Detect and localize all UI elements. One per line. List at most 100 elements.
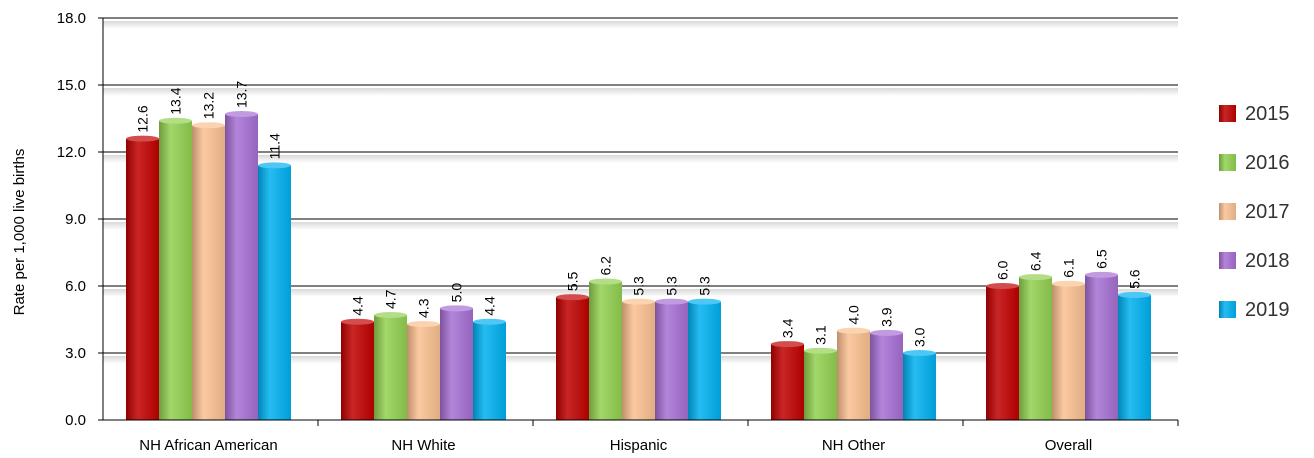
- bar-2019: [903, 353, 936, 420]
- legend-label-2017: 2017: [1245, 201, 1290, 223]
- legend-swatch-2018: [1219, 252, 1236, 269]
- x-category-label: Overall: [1045, 437, 1093, 454]
- bar-top: [589, 278, 622, 285]
- data-label: 4.7: [383, 289, 399, 309]
- bar-2018: [870, 332, 903, 420]
- gridline-shadow: [103, 222, 1178, 230]
- bar-top: [473, 318, 506, 325]
- bars: [126, 111, 1151, 421]
- bar-2016: [374, 315, 407, 420]
- legend-swatch-2017: [1219, 203, 1236, 220]
- bar-2017: [1052, 283, 1085, 420]
- data-label: 5.6: [1127, 269, 1143, 289]
- gridline-shadow: [103, 88, 1178, 96]
- bar-2019: [473, 321, 506, 420]
- bar-2018: [1085, 274, 1118, 420]
- data-label: 5.5: [565, 271, 581, 291]
- bar-top: [622, 298, 655, 305]
- bar-top: [159, 117, 192, 124]
- bar-2017: [622, 301, 655, 420]
- bar-top: [771, 341, 804, 348]
- bar-top: [374, 312, 407, 319]
- gridline-shadow: [103, 155, 1178, 163]
- legend: 2015 2016 2017 2018 2019: [1219, 103, 1290, 321]
- bar-2018: [655, 301, 688, 420]
- gridline-shadow: [103, 289, 1178, 297]
- bar-2015: [126, 138, 159, 420]
- bar-top: [258, 162, 291, 169]
- bar-top: [903, 350, 936, 356]
- bar-top: [986, 283, 1019, 289]
- data-label: 6.2: [598, 256, 614, 276]
- bar-2019: [258, 165, 291, 420]
- bar-2019: [688, 301, 721, 420]
- y-tick-label: 9.0: [65, 211, 86, 228]
- data-label: 5.3: [664, 276, 680, 296]
- bar-top: [1052, 280, 1085, 287]
- y-tick-label: 0.0: [65, 412, 86, 429]
- data-label: 6.5: [1094, 249, 1110, 269]
- bar-2016: [589, 281, 622, 420]
- bar-2018: [440, 308, 473, 420]
- bar-2018: [225, 114, 258, 421]
- bar-2017: [407, 323, 440, 420]
- bar-top: [556, 294, 589, 301]
- data-label: 4.4: [482, 296, 498, 316]
- data-label: 3.9: [879, 307, 895, 327]
- bar-top: [870, 329, 903, 336]
- data-label: 5.3: [697, 276, 713, 296]
- legend-swatch-2019: [1219, 301, 1236, 318]
- data-label: 3.1: [813, 325, 829, 345]
- y-tick-label: 3.0: [65, 345, 86, 362]
- bar-top: [1085, 271, 1118, 278]
- bar-2019: [1118, 294, 1151, 420]
- bar-top: [407, 320, 440, 327]
- bar-2015: [771, 344, 804, 420]
- bar-2015: [341, 321, 374, 420]
- data-label: 6.4: [1028, 251, 1044, 271]
- bar-top: [225, 111, 258, 118]
- bar-2016: [159, 120, 192, 420]
- axes: 0.0 3.0 6.0 9.0 12.0 15.0 18.0 NH African Ameri…: [57, 10, 1179, 454]
- x-category-label: NH Other: [822, 437, 885, 454]
- data-label: 4.3: [416, 298, 432, 318]
- bar-2016: [804, 350, 837, 420]
- data-label: 6.0: [995, 260, 1011, 280]
- data-label: 3.4: [780, 318, 796, 338]
- legend-swatch-2015: [1219, 105, 1236, 122]
- bar-top: [192, 122, 225, 129]
- x-category-label: NH African American: [139, 437, 277, 454]
- bar-2015: [556, 297, 589, 420]
- bar-top: [1019, 274, 1052, 281]
- x-category-label: NH White: [391, 437, 455, 454]
- y-axis-label: Rate per 1,000 live births: [11, 149, 28, 316]
- bar-top: [837, 327, 870, 334]
- legend-label-2015: 2015: [1245, 103, 1290, 125]
- bar-top: [341, 318, 374, 325]
- data-labels: 12.6 13.4 13.2 13.7 11.4 4.4 4.7 4.3 5.0 4.4 5.5 6.…: [135, 81, 1143, 347]
- data-label: 13.7: [234, 81, 250, 108]
- data-label: 4.4: [350, 296, 366, 316]
- bar-top: [126, 135, 159, 142]
- gridline-shadow: [103, 21, 1178, 29]
- y-tick-label: 6.0: [65, 278, 86, 295]
- data-label: 5.0: [449, 283, 465, 303]
- bar-2015: [986, 286, 1019, 420]
- bar-top: [688, 298, 721, 305]
- data-label: 5.3: [631, 276, 647, 296]
- bar-2016: [1019, 277, 1052, 420]
- bar-2017: [837, 330, 870, 420]
- data-label: 12.6: [135, 105, 151, 132]
- data-label: 3.0: [912, 327, 928, 347]
- data-label: 13.2: [201, 92, 217, 119]
- bar-top: [440, 305, 473, 312]
- bar-top: [804, 347, 837, 354]
- data-label: 6.1: [1061, 258, 1077, 278]
- bar-top: [1118, 291, 1151, 298]
- legend-swatch-2016: [1219, 154, 1236, 171]
- x-category-label: Hispanic: [610, 437, 668, 454]
- bar-top: [655, 298, 688, 305]
- legend-label-2019: 2019: [1245, 299, 1290, 321]
- y-tick-label: 15.0: [57, 77, 86, 94]
- data-label: 13.4: [168, 87, 184, 114]
